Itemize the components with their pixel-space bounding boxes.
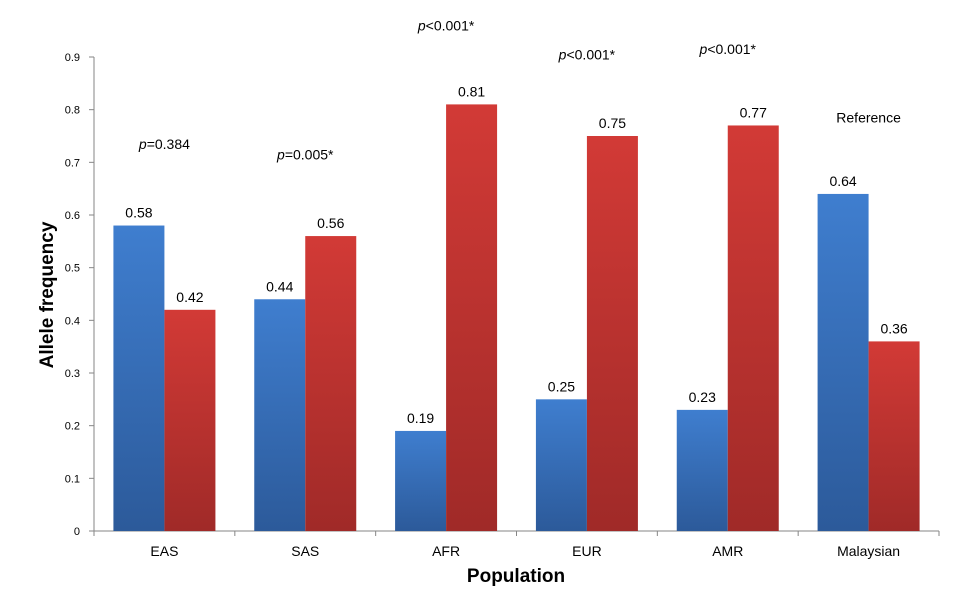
bar-value-label: 0.64: [829, 173, 856, 189]
bar-value-label: 0.75: [599, 115, 626, 131]
bar-value-label: 0.25: [548, 378, 575, 394]
p-value-annotation: p<0.001*: [558, 46, 616, 62]
x-tick-label: AFR: [432, 543, 460, 559]
p-value-annotation: p=0.005*: [276, 146, 334, 162]
bar-red-eas: [164, 309, 216, 531]
bar-value-label: 0.77: [740, 104, 767, 120]
bar-value-label: 0.58: [125, 205, 152, 221]
chart-axes: 0 0.1 0.2 0.3 0.4 0.5 0.6 0.7 0.8 0.9 EAS SAS AFR EUR…: [65, 52, 940, 559]
bar-value-label: 0.19: [407, 410, 434, 426]
x-tick-label: EAS: [150, 543, 178, 559]
p-value-annotation: p=0.384: [138, 136, 190, 152]
y-tick-label: 0: [74, 526, 80, 538]
y-tick-label: 0.8: [65, 105, 80, 117]
bar-value-label: 0.81: [458, 83, 485, 99]
y-tick-label: 0.7: [65, 157, 80, 169]
x-tick-label: Malaysian: [837, 543, 900, 559]
bar-blue-eas: [113, 225, 165, 532]
bar-value-label: 0.36: [880, 320, 907, 336]
bar-value-label: 0.44: [266, 278, 293, 294]
y-axis-title: Allele frequency: [37, 221, 58, 368]
y-tick-label: 0.1: [65, 473, 80, 485]
bar-red-amr: [727, 125, 779, 531]
bar-red-malaysian: [868, 341, 920, 531]
bar-blue-eur: [535, 399, 587, 531]
bar-red-afr: [446, 104, 498, 532]
bar-red-sas: [305, 236, 357, 532]
bar-value-label: 0.56: [317, 215, 344, 231]
bar-blue-malaysian: [817, 193, 869, 531]
y-tick-label: 0.9: [65, 52, 80, 64]
chart-data-labels: 0.58 0.44 0.19 0.25 0.23 0.64 0.42 0.56 0.81 0.75…: [125, 83, 908, 426]
bar-red-eur: [586, 136, 638, 531]
x-tick-label: SAS: [291, 543, 319, 559]
p-value-annotation: p<0.001*: [699, 41, 757, 57]
y-tick-label: 0.6: [65, 210, 80, 222]
bar-blue-afr: [395, 430, 447, 531]
bar-value-label: 0.42: [176, 289, 203, 305]
bar-blue-sas: [254, 299, 306, 531]
chart-bars: [113, 104, 920, 532]
x-tick-label: EUR: [572, 543, 602, 559]
x-tick-label: AMR: [712, 543, 743, 559]
y-tick-label: 0.5: [65, 263, 80, 275]
y-tick-label: 0.4: [65, 315, 80, 327]
x-axis-title: Population: [467, 566, 565, 587]
y-tick-label: 0.3: [65, 368, 80, 380]
bar-blue-amr: [676, 409, 728, 531]
p-value-annotation: p<0.001*: [417, 17, 475, 33]
bar-value-label: 0.23: [689, 389, 716, 405]
p-value-annotation: Reference: [836, 110, 901, 126]
chart-annotations: p=0.384 p=0.005* p<0.001* p<0.001* p<0.001* R…: [138, 17, 901, 162]
y-tick-label: 0.2: [65, 421, 80, 433]
